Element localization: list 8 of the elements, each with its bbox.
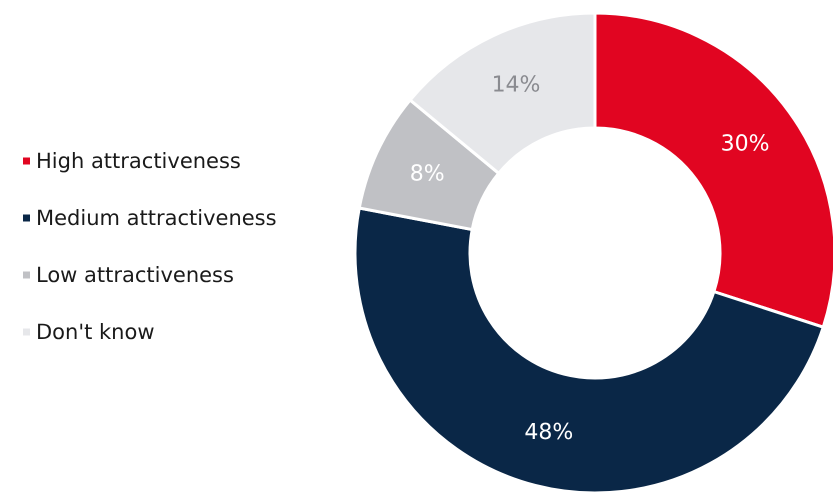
legend-label: Low attractiveness [36, 263, 234, 287]
legend-label: Medium attractiveness [36, 206, 277, 230]
data-label: 14% [492, 72, 540, 98]
data-label: 30% [720, 131, 770, 156]
data-label: 8% [410, 162, 445, 187]
legend-label: High attractiveness [36, 149, 241, 173]
legend-label: Don't know [36, 320, 155, 344]
data-label: 48% [524, 420, 574, 446]
